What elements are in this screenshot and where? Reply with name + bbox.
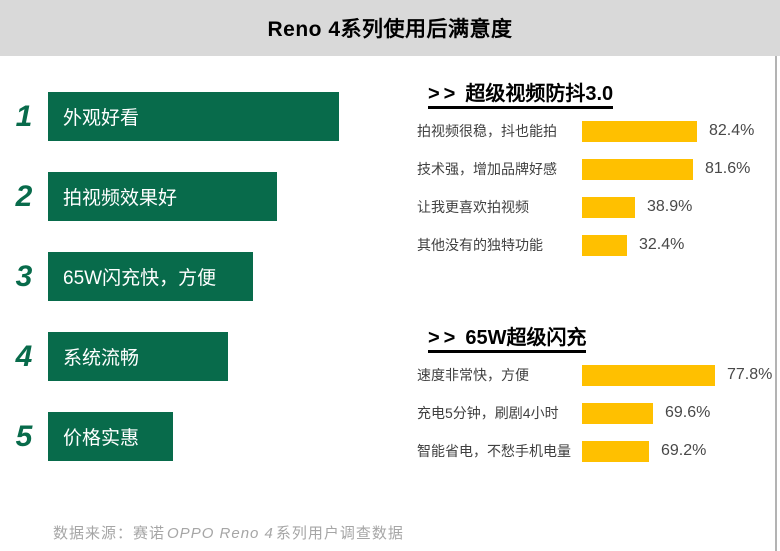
chart-row-label: 其他没有的独特功能 xyxy=(417,237,543,253)
rank-bar: 系统流畅 xyxy=(48,332,228,381)
chart-value-label: 69.2% xyxy=(661,442,707,459)
rank-number: 2 xyxy=(15,179,33,213)
section-title: >> 超级视频防抖3.0 xyxy=(428,83,614,109)
section-flash-charge: >> 65W超级闪充 速度非常快，方便 77.8% 充电5分钟，刷剧4小时 69.6% 智… xyxy=(417,327,779,470)
section-video-stabilization: >> 超级视频防抖3.0 拍视频很稳，抖也能拍 82.4% 技术强，增加品牌好感 81.… xyxy=(417,83,779,264)
slide-header: Reno 4系列使用后满意度 xyxy=(0,0,780,56)
chart-row: 其他没有的独特功能 32.4% xyxy=(417,226,779,264)
rank-label: 价格实惠 xyxy=(63,428,140,449)
rank-bar: 外观好看 xyxy=(48,92,339,141)
chart-row: 技术强，增加品牌好感 81.6% xyxy=(417,150,779,188)
rank-bar: 价格实惠 xyxy=(48,412,173,461)
rank-label: 拍视频效果好 xyxy=(63,188,178,209)
chevrons-icon: >> xyxy=(428,327,460,349)
chart-bar xyxy=(582,402,653,424)
ranking-list: 1 外观好看 2 拍视频效果好 3 65W闪充快，方便 4 系统流畅 5 价格实惠 xyxy=(0,92,400,492)
chart-value-label: 81.6% xyxy=(705,160,751,177)
rank-row: 4 系统流畅 xyxy=(0,332,400,381)
chart-row: 拍视频很稳，抖也能拍 82.4% xyxy=(417,112,779,150)
chart-row: 智能省电，不愁手机电量 69.2% xyxy=(417,432,779,470)
rank-number: 1 xyxy=(15,99,33,133)
chart-row-label: 智能省电，不愁手机电量 xyxy=(417,443,571,459)
right-edge-divider xyxy=(775,56,777,551)
chart-bar xyxy=(582,120,697,142)
rank-label: 外观好看 xyxy=(63,108,140,129)
chart-value-label: 32.4% xyxy=(639,236,685,253)
section-title-text: 超级视频防抖3.0 xyxy=(465,83,614,105)
chart-bar xyxy=(582,196,635,218)
section-title-text: 65W超级闪充 xyxy=(465,327,587,349)
chart-value-label: 82.4% xyxy=(709,122,755,139)
data-source-brand: OPPO Reno 4 xyxy=(167,525,274,542)
chart-bar xyxy=(582,364,715,386)
rank-row: 3 65W闪充快，方便 xyxy=(0,252,400,301)
rank-number: 4 xyxy=(15,339,33,373)
data-source: 数据来源：赛诺 OPPO Reno 4 系列用户调查数据 xyxy=(53,522,404,543)
chart-row-label: 速度非常快，方便 xyxy=(417,367,529,383)
rank-bar: 拍视频效果好 xyxy=(48,172,277,221)
chart-row: 速度非常快，方便 77.8% xyxy=(417,356,779,394)
chart-value-label: 77.8% xyxy=(727,366,773,383)
rank-label: 系统流畅 xyxy=(63,348,140,369)
rank-number: 3 xyxy=(15,259,33,293)
chart-row-label: 技术强，增加品牌好感 xyxy=(417,161,557,177)
rank-row: 1 外观好看 xyxy=(0,92,400,141)
bar-chart-video-stabilization: 拍视频很稳，抖也能拍 82.4% 技术强，增加品牌好感 81.6% 让我更喜欢拍视频 38… xyxy=(417,112,779,264)
chart-row-label: 拍视频很稳，抖也能拍 xyxy=(417,123,557,139)
chart-row: 让我更喜欢拍视频 38.9% xyxy=(417,188,779,226)
rank-label: 65W闪充快，方便 xyxy=(63,268,217,289)
rank-number: 5 xyxy=(15,419,33,453)
chart-value-label: 69.6% xyxy=(665,404,711,421)
bar-chart-flash-charge: 速度非常快，方便 77.8% 充电5分钟，刷剧4小时 69.6% 智能省电，不愁手机电量… xyxy=(417,356,779,470)
rank-row: 2 拍视频效果好 xyxy=(0,172,400,221)
chart-bar xyxy=(582,234,627,256)
section-title: >> 65W超级闪充 xyxy=(428,327,587,353)
rank-row: 5 价格实惠 xyxy=(0,412,400,461)
chart-row-label: 让我更喜欢拍视频 xyxy=(417,199,529,215)
chart-row: 充电5分钟，刷剧4小时 69.6% xyxy=(417,394,779,432)
chart-bar xyxy=(582,158,693,180)
page-title: Reno 4系列使用后满意度 xyxy=(267,18,513,41)
chart-row-label: 充电5分钟，刷剧4小时 xyxy=(417,405,559,421)
chevrons-icon: >> xyxy=(428,83,460,105)
chart-bar xyxy=(582,440,649,462)
data-source-suffix: 系列用户调查数据 xyxy=(275,525,404,542)
chart-value-label: 38.9% xyxy=(647,198,693,215)
rank-bar: 65W闪充快，方便 xyxy=(48,252,253,301)
data-source-prefix: 数据来源：赛诺 xyxy=(53,525,166,542)
